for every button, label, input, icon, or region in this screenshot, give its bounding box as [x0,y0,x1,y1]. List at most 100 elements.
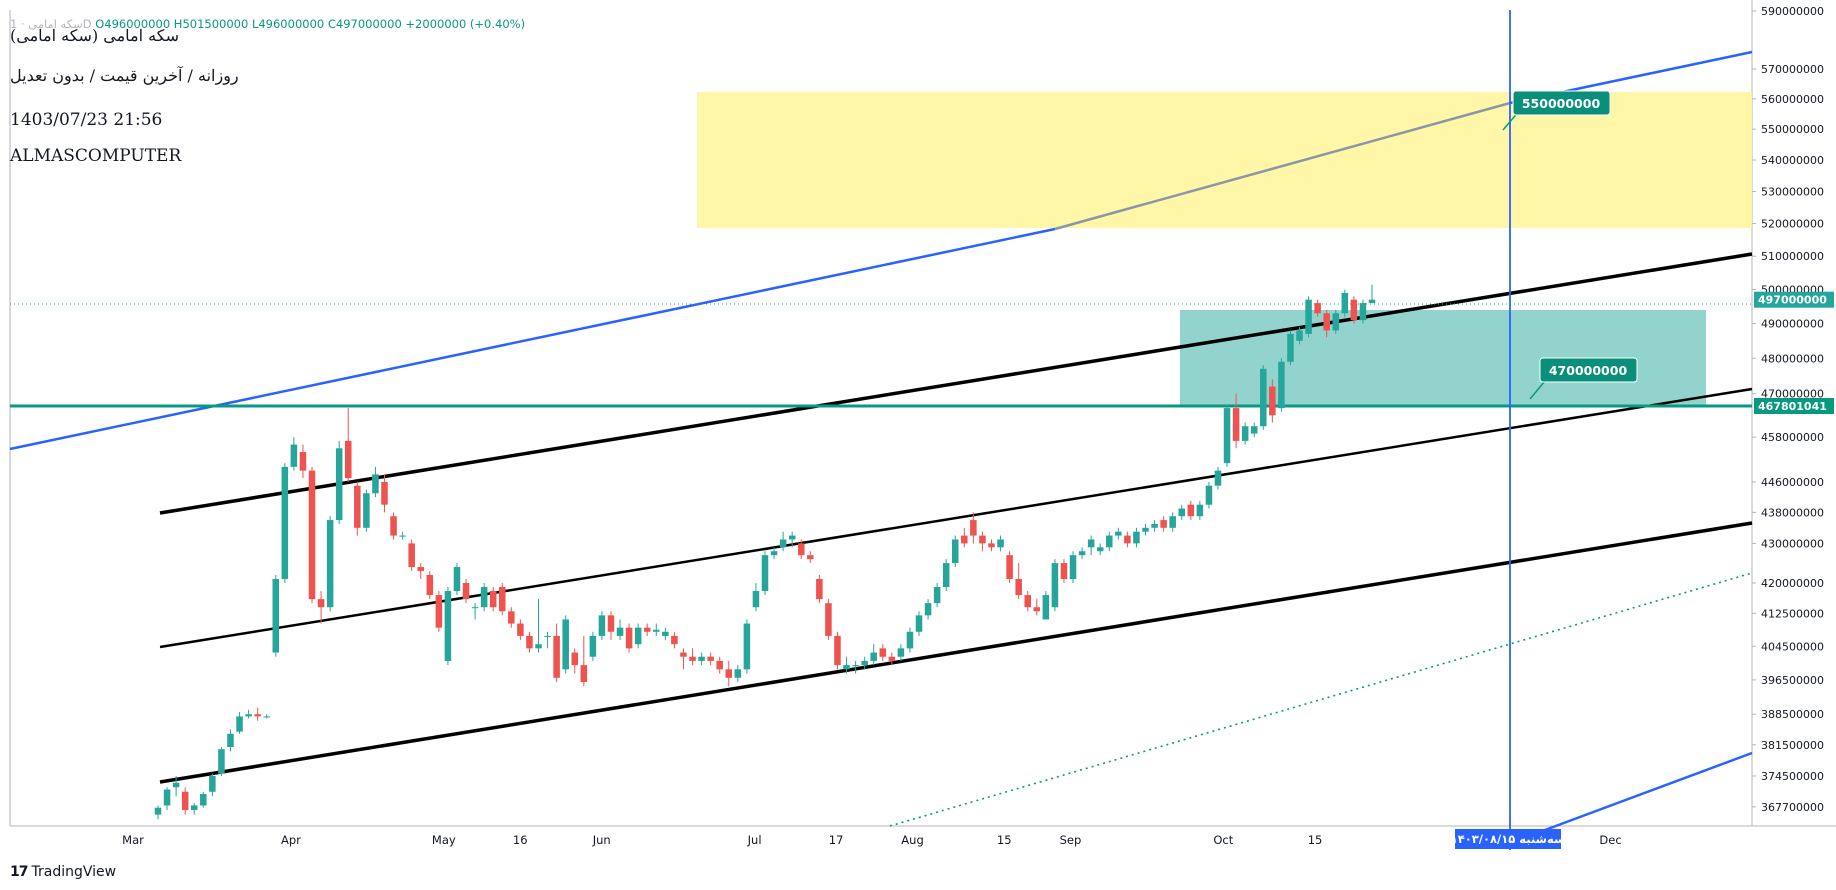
candle-body [825,603,832,636]
candle [1314,299,1321,317]
candle-body [372,474,379,494]
time-tick-label: Dec [1599,833,1621,847]
candle [1287,330,1294,366]
candle [209,773,216,797]
candle-body [1196,504,1204,517]
candle-body [770,551,778,556]
candle-body [381,481,388,505]
candle [399,531,406,540]
candle-body [653,629,660,632]
price-labels: 497000000 467801041 550000000 470000000 سه‌ش… [1451,90,1834,849]
candle [951,535,959,568]
time-tick-label: 15 [997,833,1012,847]
candle-body [662,631,669,636]
candle [1305,296,1312,338]
candle-body [616,627,624,636]
price-tick-label: 438000000 [1761,506,1824,519]
trend-line-blue-lower [9,227,1056,451]
candle [172,775,180,797]
candle-body [535,644,542,649]
price-tick-label: 396500000 [1761,674,1824,687]
projection-dotted-line [889,572,1753,827]
ohlc-close: C497000000 [327,17,402,31]
candle [1205,481,1213,509]
candle-body [553,635,560,678]
candle [1359,299,1367,324]
candle-body [698,656,705,661]
time-tick-label: 15 [1308,833,1323,847]
ohlc-legend: ‎سکه امامی · 1D O496000000 H501500000 L4… [10,17,525,31]
candle [381,474,388,513]
channel-upper-line [159,252,1753,515]
candle [807,551,814,564]
candle [1178,504,1186,521]
price-tick-label: 404500000 [1761,640,1824,653]
time-tick-label: Sep [1060,833,1082,847]
candle-body [1341,292,1349,314]
candle-body [344,440,352,479]
candle-body [1305,299,1312,334]
time-axis[interactable]: MarAprMay16JunJul17Aug15SepOct1516Dec [122,833,1622,847]
candle [643,623,651,636]
candle-body [245,714,252,717]
candle-body [1350,299,1358,321]
candle [408,539,415,572]
candle [752,582,760,612]
entry-callout: 470000000 [1529,357,1638,400]
tradingview-logo[interactable]: 17 TradingView [10,864,116,880]
time-tick-label: Jul [747,833,762,847]
candle [335,440,343,524]
candle [344,408,352,482]
projection-date-bg [1455,829,1561,849]
candle-body [200,794,207,806]
ohlc-open: O496000000 [95,17,171,31]
candle [779,531,787,552]
candle [598,611,606,641]
candle [1250,422,1258,438]
candle [426,571,434,600]
candle-body [1106,535,1113,548]
candle [1278,358,1285,412]
price-tick-label: 510000000 [1761,250,1824,263]
target-callout-bg [1512,90,1611,116]
candle-body [951,539,959,564]
channel-lower-line [159,521,1753,784]
price-tick-label: 470000000 [1761,388,1824,401]
entry-callout-label: 470000000 [1549,363,1628,378]
candle-body [870,652,877,661]
time-tick-label: 17 [829,833,844,847]
candle-body [1051,563,1059,608]
price-tick-label: 490000000 [1761,318,1824,331]
candle-body [852,665,859,667]
candle-body [607,615,615,632]
candle [154,805,162,820]
candle-body [290,444,298,467]
candle [897,644,905,661]
price-axis[interactable]: 590000000 570000000 560000000 550000000 5400… [1752,5,1824,814]
candle-body [1115,531,1122,536]
candle-body [734,669,742,678]
candle [834,631,841,670]
candle-body [172,782,180,788]
candle [961,527,968,548]
candle [390,512,397,540]
candle [1078,547,1086,560]
candle-body [716,660,723,670]
candle-body [1142,527,1149,532]
candle-body [1269,386,1276,416]
candle-body [435,595,443,628]
candle-body [1260,368,1267,427]
candle [906,627,914,653]
candle-body [335,448,343,521]
candle [852,660,859,674]
candle [200,791,207,808]
candle-body [444,591,452,661]
candle [589,631,597,661]
symbol-title: سکه امامی (سکه امامی) [10,26,179,45]
candle [979,531,986,552]
candle [526,631,533,653]
candle [263,714,270,719]
candle-body [163,789,171,806]
candle [888,652,896,666]
